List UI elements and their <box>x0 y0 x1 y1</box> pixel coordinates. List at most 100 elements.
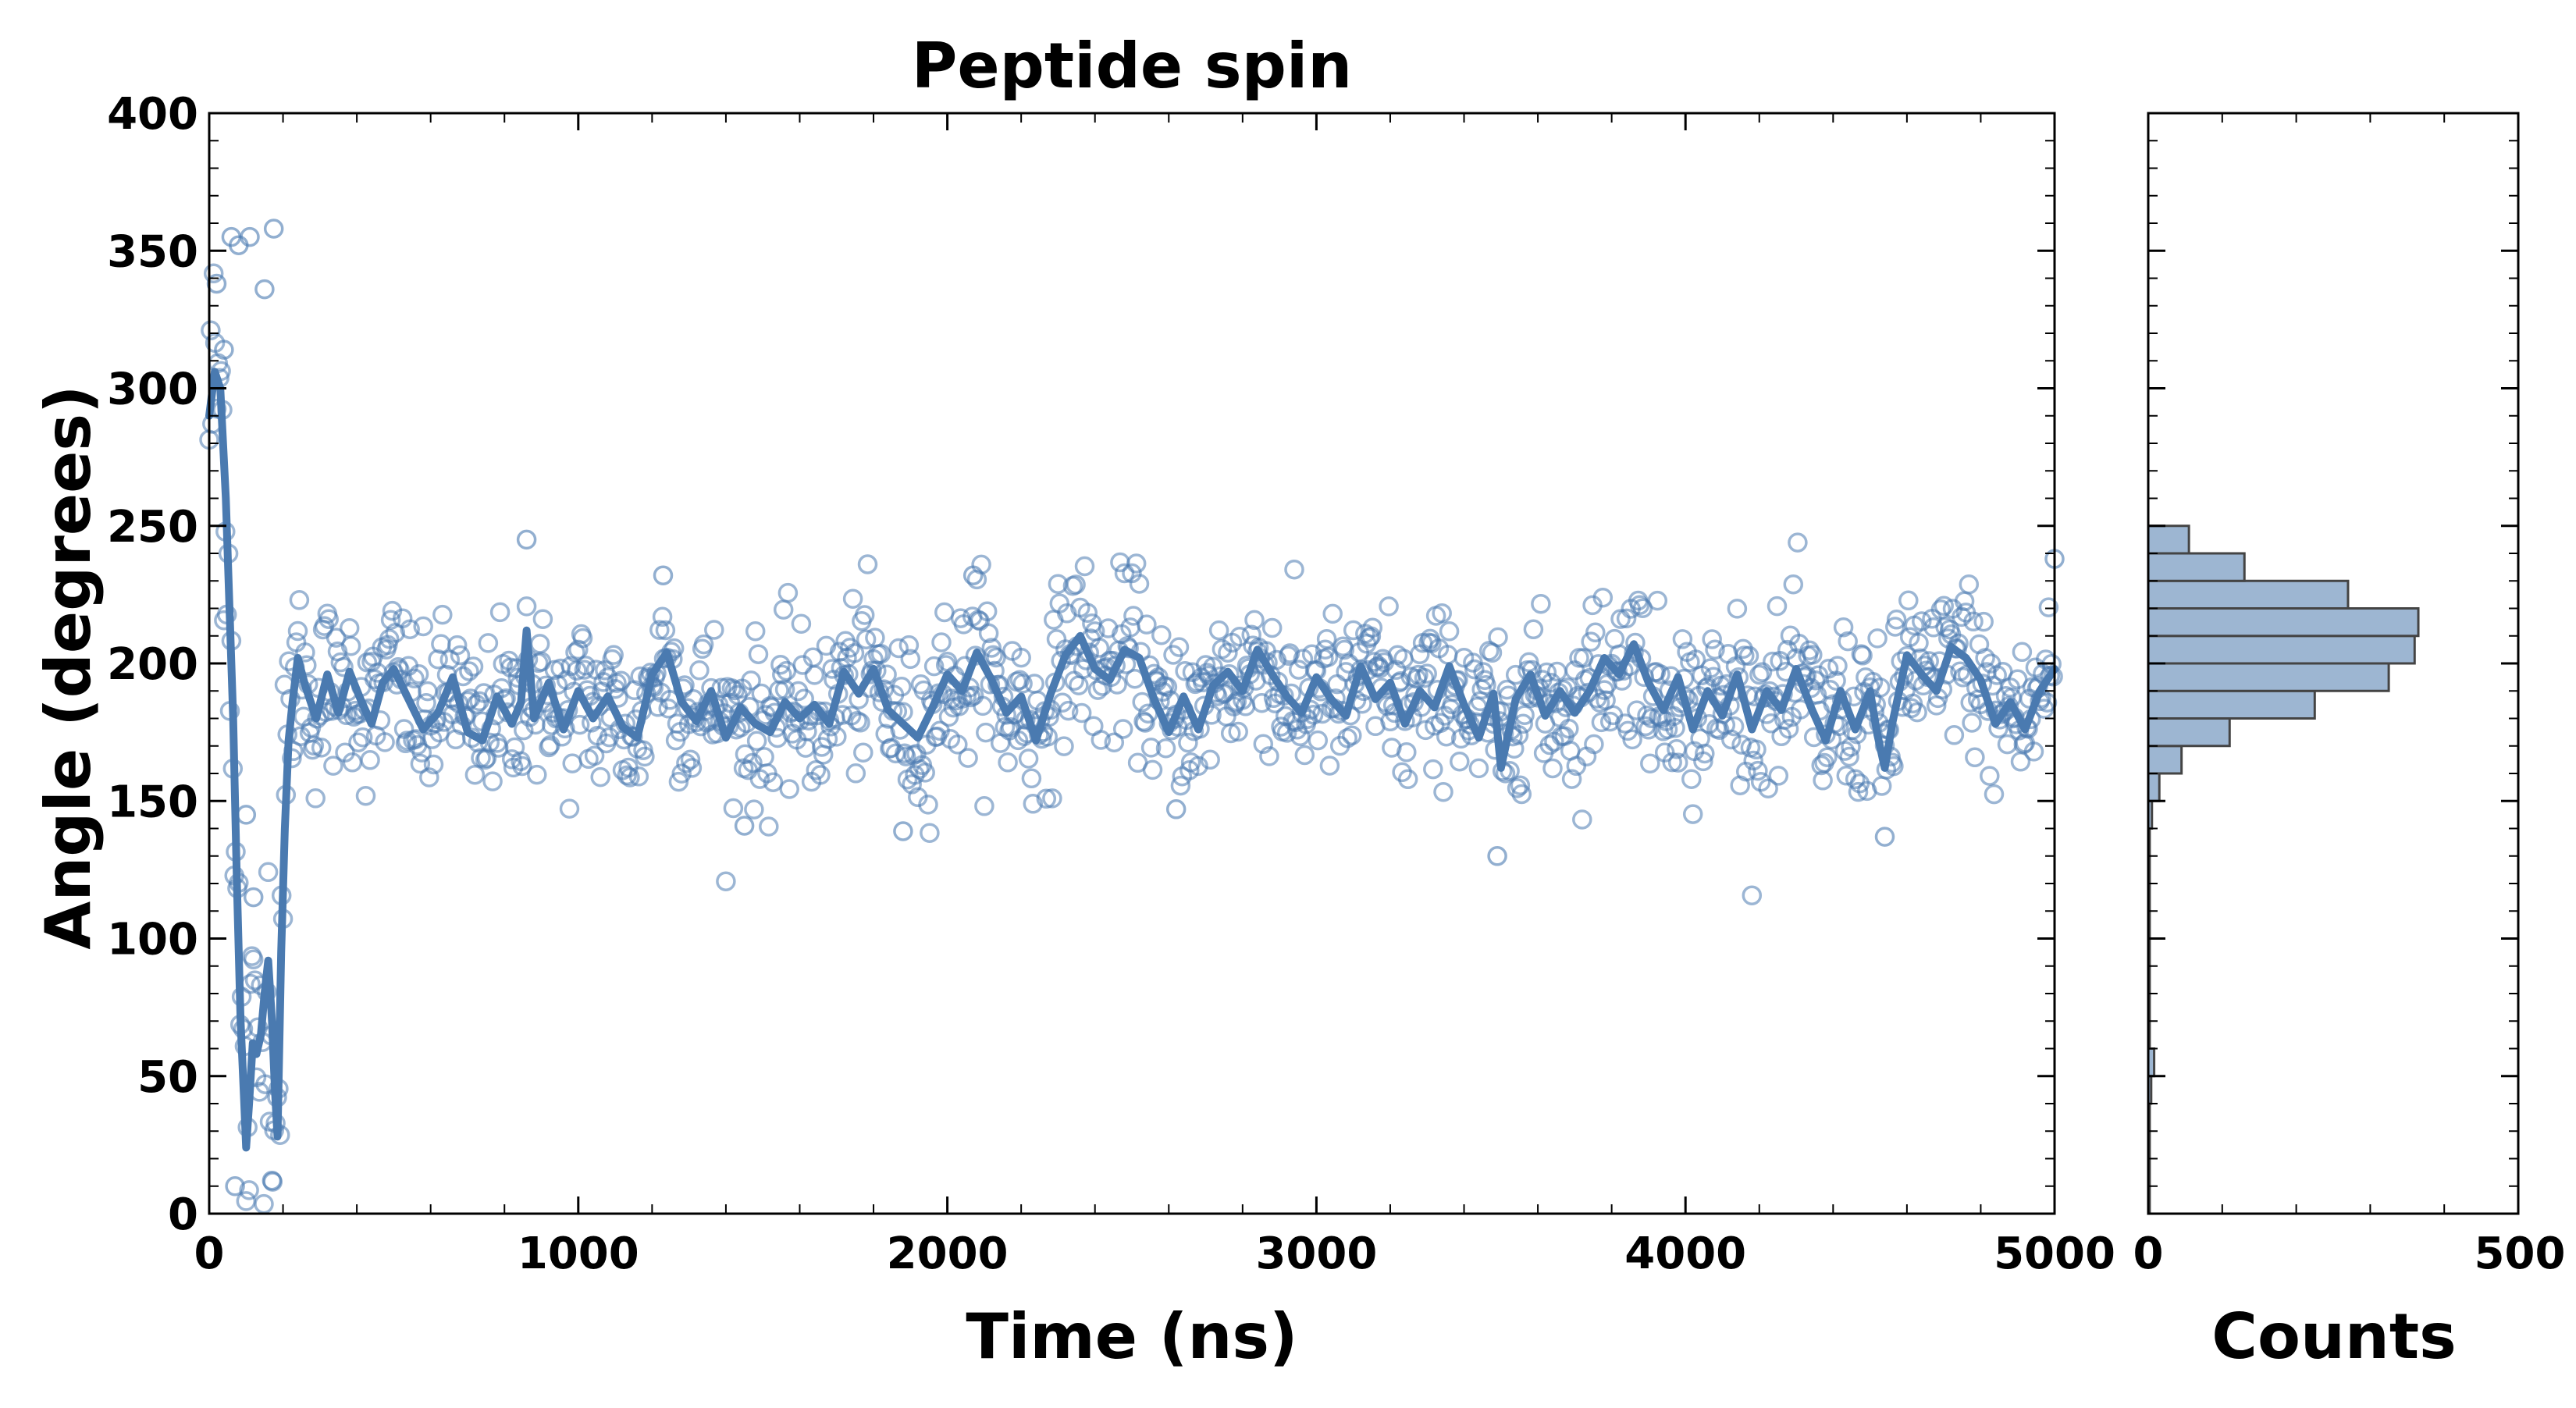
scatter-point <box>1107 674 1127 695</box>
scatter-point <box>459 661 479 681</box>
y-tick-label: 300 <box>107 364 198 415</box>
scatter-point <box>1833 617 1854 638</box>
scatter-point <box>559 798 580 819</box>
scatter-point <box>1513 713 1533 734</box>
scatter-point <box>870 643 891 664</box>
scatter-point <box>827 727 847 747</box>
scatter-point <box>617 765 637 786</box>
scatter-point <box>900 649 921 670</box>
scatter-point <box>333 656 354 677</box>
scatter-point <box>474 683 494 703</box>
scatter-point <box>1423 759 1443 780</box>
scatter-point <box>759 816 779 837</box>
scatter-point <box>1339 653 1359 674</box>
scatter-point <box>1362 617 1383 638</box>
scatter-point <box>1561 769 1582 789</box>
y-tick-label: 100 <box>107 915 198 965</box>
scatter-point <box>1104 732 1125 752</box>
scatter-point <box>1175 661 1195 681</box>
scatter-point <box>1629 595 1650 615</box>
histogram-bar <box>2147 607 2420 638</box>
scatter-point <box>915 763 935 783</box>
scatter-point <box>239 1180 259 1200</box>
scatter-point <box>560 656 582 677</box>
scatter-point <box>1721 729 1742 750</box>
x-axis-label: Time (ns) <box>966 1300 1297 1373</box>
scatter-point <box>1069 675 1089 695</box>
scatter-point <box>1848 781 1869 802</box>
scatter-point <box>981 638 1002 658</box>
scatter-point <box>501 749 522 770</box>
scatter-point <box>1975 648 1995 668</box>
chart-title: Peptide spin <box>912 30 1352 102</box>
x-tick-label: 4000 <box>1624 1228 1746 1279</box>
scatter-point <box>1126 553 1147 574</box>
scatter-point <box>289 590 310 610</box>
scatter-point <box>893 821 913 841</box>
scatter-point <box>664 638 685 659</box>
scatter-point <box>742 752 763 773</box>
scatter-point <box>1845 769 1866 790</box>
scatter-point <box>1827 656 1848 676</box>
scatter-point <box>1135 713 1155 733</box>
scatter-point <box>450 645 471 666</box>
scatter-point <box>203 263 224 284</box>
scatter-point <box>1693 751 1713 772</box>
scatter-point <box>895 746 916 766</box>
scatter-point <box>1622 729 1642 750</box>
scatter-point <box>1559 718 1579 739</box>
scatter-point <box>1761 713 1781 734</box>
scatter-point <box>1397 769 1418 790</box>
scatter-point <box>408 664 429 684</box>
scatter-point <box>1523 619 1544 640</box>
scatter-point <box>1228 721 1248 742</box>
scatter-point <box>748 644 769 664</box>
scatter-point <box>1308 730 1329 751</box>
scatter-point <box>1542 758 1563 779</box>
scatter-point <box>723 798 744 819</box>
scatter-point <box>1137 614 1157 635</box>
scatter-point <box>1089 638 1110 658</box>
scatter-point <box>1290 726 1311 747</box>
scatter-point <box>1318 647 1339 667</box>
scatter-point <box>680 749 701 770</box>
scatter-point <box>1838 631 1858 652</box>
x-tick-label: 5000 <box>1994 1228 2115 1279</box>
scatter-point <box>854 605 875 625</box>
scatter-point <box>1531 593 1551 614</box>
scatter-point <box>745 620 766 642</box>
scatter-point <box>655 620 676 641</box>
scatter-point <box>920 823 940 843</box>
scatter-point <box>734 816 755 836</box>
scatter-point <box>990 733 1011 753</box>
scatter-point <box>653 565 674 585</box>
scatter-point <box>258 862 279 883</box>
scatter-point <box>1662 752 1682 773</box>
scatter-point <box>1288 660 1309 680</box>
scatter-point <box>1738 645 1759 667</box>
scatter-point <box>516 529 537 550</box>
scatter-point <box>464 764 486 785</box>
hist-x-axis-label: Counts <box>2211 1300 2456 1373</box>
scatter-point <box>923 656 945 677</box>
scatter-point <box>1071 702 1092 724</box>
scatter-point <box>958 748 978 768</box>
scatter-point <box>1009 670 1030 690</box>
scatter-point <box>891 677 912 697</box>
scatter-point <box>1244 610 1265 631</box>
scatter-point <box>236 805 257 825</box>
scatter-point <box>1788 532 1808 553</box>
scatter-point <box>1119 638 1139 659</box>
scatter-point <box>287 620 308 642</box>
scatter-point <box>1681 769 1702 789</box>
scatter-point <box>856 629 877 649</box>
scatter-point <box>772 664 792 685</box>
scatter-point <box>410 753 431 774</box>
scatter-point <box>1334 639 1355 660</box>
scatter-point <box>948 734 968 755</box>
scatter-point <box>1980 766 2000 786</box>
scatter-point <box>1464 659 1485 680</box>
y-tick-label: 150 <box>107 777 198 827</box>
scatter-point <box>1054 736 1074 756</box>
scatter-point <box>603 645 624 665</box>
